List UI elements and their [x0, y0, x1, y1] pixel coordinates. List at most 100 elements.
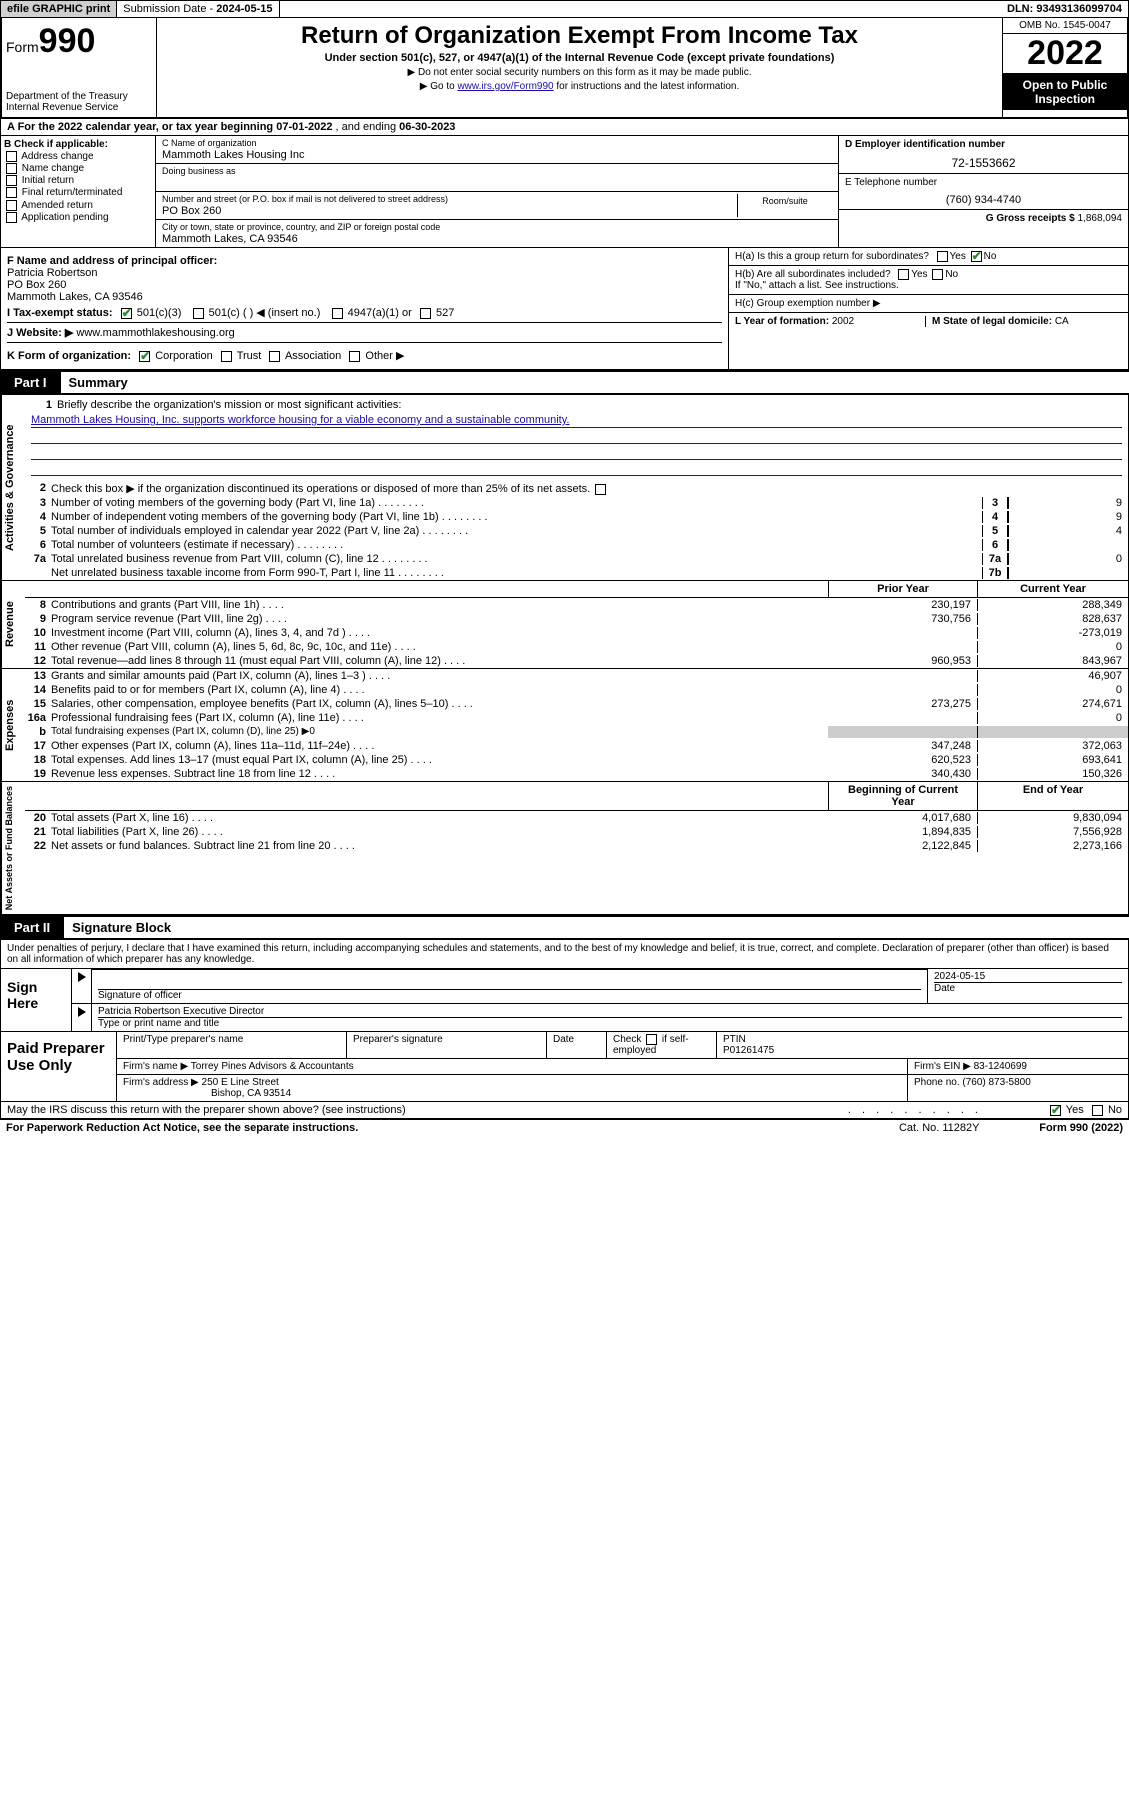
room-suite-label: Room/suite — [737, 194, 832, 217]
efile-print-button[interactable]: efile GRAPHIC print — [1, 1, 117, 17]
irs-link[interactable]: www.irs.gov/Form990 — [457, 81, 553, 92]
sidebar-governance: Activities & Governance — [1, 395, 25, 580]
officer-addr1: PO Box 260 — [7, 279, 66, 291]
cb-ha-no[interactable] — [971, 251, 982, 262]
org-city: Mammoth Lakes, CA 93546 — [162, 233, 832, 245]
section-c-org-info: C Name of organizationMammoth Lakes Hous… — [156, 136, 838, 247]
line-value — [1008, 539, 1128, 551]
prior-year-value — [828, 641, 978, 653]
sidebar-revenue: Revenue — [1, 581, 25, 668]
current-year-value: 7,556,928 — [978, 826, 1128, 838]
cb-discontinued[interactable] — [595, 484, 606, 495]
addr-label: Number and street (or P.O. box if mail i… — [162, 194, 448, 204]
line-text: Total unrelated business revenue from Pa… — [51, 553, 982, 565]
prior-year-value: 273,275 — [828, 698, 978, 710]
cb-4947[interactable] — [332, 308, 343, 319]
line-text: Total revenue—add lines 8 through 11 (mu… — [51, 655, 828, 667]
prior-year-value: 347,248 — [828, 740, 978, 752]
name-title-label: Type or print name and title — [98, 1017, 1122, 1029]
cb-application-pending[interactable]: Application pending — [4, 212, 152, 223]
line-text: Total expenses. Add lines 13–17 (must eq… — [51, 754, 828, 766]
ein-value: 72-1553662 — [845, 156, 1122, 170]
cb-other[interactable] — [349, 351, 360, 362]
instructions-link-line: ▶ Go to www.irs.gov/Form990 for instruct… — [165, 81, 994, 92]
section-b-checkboxes: B Check if applicable: Address change Na… — [1, 136, 156, 247]
line-text: Number of voting members of the governin… — [51, 497, 982, 509]
current-year-value: 0 — [978, 684, 1128, 696]
hdr-prior-year: Prior Year — [828, 581, 978, 597]
cb-self-employed[interactable] — [646, 1034, 657, 1045]
firm-name: Torrey Pines Advisors & Accountants — [191, 1061, 354, 1072]
cb-amended-return[interactable]: Amended return — [4, 200, 152, 211]
cb-may-no[interactable] — [1092, 1105, 1103, 1116]
cb-527[interactable] — [420, 308, 431, 319]
paid-preparer-label: Paid Preparer Use Only — [1, 1032, 116, 1101]
line-value: 0 — [1008, 553, 1128, 565]
prior-year-value — [828, 712, 978, 724]
sidebar-expenses: Expenses — [1, 669, 25, 781]
line-value: 9 — [1008, 511, 1128, 523]
current-year-value: 0 — [978, 641, 1128, 653]
q1-label: Briefly describe the organization's miss… — [57, 399, 1122, 411]
omb-number: OMB No. 1545-0047 — [1003, 18, 1127, 34]
form-of-org: K Form of organization: Corporation Trus… — [7, 342, 722, 362]
cb-address-change[interactable]: Address change — [4, 151, 152, 162]
may-discuss-line: May the IRS discuss this return with the… — [0, 1102, 1129, 1119]
cb-corporation[interactable] — [139, 351, 150, 362]
arrow-icon — [78, 972, 86, 982]
current-year-value: 46,907 — [978, 670, 1128, 682]
prior-year-value: 340,430 — [828, 768, 978, 780]
submission-date: Submission Date - 2024-05-15 — [117, 1, 279, 17]
sig-date-label: Date — [934, 982, 1122, 994]
line-text: Total fundraising expenses (Part IX, col… — [51, 726, 828, 738]
ssn-warning: ▶ Do not enter social security numbers o… — [165, 67, 994, 78]
part1-header: Part I Summary — [0, 370, 1129, 395]
state-domicile: M State of legal domicile: CA — [925, 316, 1122, 327]
cb-501c3[interactable] — [121, 308, 132, 319]
year-formation: L Year of formation: 2002 — [735, 316, 925, 327]
current-year-value: 0 — [978, 712, 1128, 724]
cb-501c[interactable] — [193, 308, 204, 319]
form-number: Form990 — [6, 22, 152, 61]
paid-preparer-block: Paid Preparer Use Only Print/Type prepar… — [0, 1032, 1129, 1102]
line-text: Professional fundraising fees (Part IX, … — [51, 712, 828, 724]
prior-year-value — [828, 684, 978, 696]
line-text: Net unrelated business taxable income fr… — [51, 567, 982, 579]
prior-year-value: 230,197 — [828, 599, 978, 611]
cb-trust[interactable] — [221, 351, 232, 362]
dept-treasury: Department of the Treasury Internal Reve… — [6, 91, 152, 113]
line-text: Total assets (Part X, line 16) . . . . — [51, 812, 828, 824]
cb-may-yes[interactable] — [1050, 1105, 1061, 1116]
section-de: D Employer identification number72-15536… — [838, 136, 1128, 247]
org-name-label: C Name of organization — [162, 138, 257, 148]
officer-name-title: Patricia Robertson Executive Director — [98, 1006, 1122, 1017]
line-text: Number of independent voting members of … — [51, 511, 982, 523]
cb-hb-yes[interactable] — [898, 269, 909, 280]
cb-association[interactable] — [269, 351, 280, 362]
line-text: Revenue less expenses. Subtract line 18 … — [51, 768, 828, 780]
cb-initial-return[interactable]: Initial return — [4, 175, 152, 186]
firm-ein: 83-1240699 — [974, 1061, 1027, 1072]
current-year-value: 274,671 — [978, 698, 1128, 710]
firm-phone-label: Phone no. — [914, 1077, 962, 1088]
prior-year-value — [828, 627, 978, 639]
form-header: Form990 Department of the Treasury Inter… — [0, 18, 1129, 119]
current-year-value: 288,349 — [978, 599, 1128, 611]
section-fijk: F Name and address of principal officer:… — [1, 248, 728, 369]
sidebar-net-assets: Net Assets or Fund Balances — [1, 782, 25, 914]
top-toolbar: efile GRAPHIC print Submission Date - 20… — [0, 0, 1129, 18]
hdr-end-year: End of Year — [978, 782, 1128, 810]
prior-year-value: 620,523 — [828, 754, 978, 766]
dln: DLN: 93493136099704 — [1001, 1, 1128, 17]
line-text: Investment income (Part VIII, column (A)… — [51, 627, 828, 639]
prior-year-value: 960,953 — [828, 655, 978, 667]
cat-number: Cat. No. 11282Y — [839, 1122, 1039, 1134]
line-text: Benefits paid to or for members (Part IX… — [51, 684, 828, 696]
cb-ha-yes[interactable] — [937, 251, 948, 262]
cb-name-change[interactable]: Name change — [4, 163, 152, 174]
arrow-icon — [78, 1007, 86, 1017]
perjury-declaration: Under penalties of perjury, I declare th… — [0, 940, 1129, 969]
cb-final-return[interactable]: Final return/terminated — [4, 187, 152, 198]
cb-hb-no[interactable] — [932, 269, 943, 280]
open-to-public: Open to Public Inspection — [1003, 74, 1127, 110]
